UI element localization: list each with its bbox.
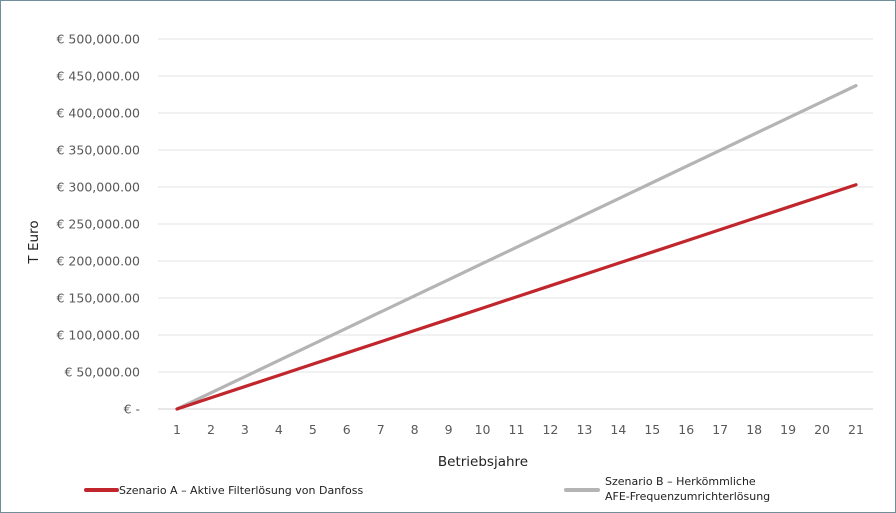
x-tick-label: 20 xyxy=(814,422,830,437)
x-axis-title: Betriebsjahre xyxy=(438,454,528,470)
x-tick-label: 13 xyxy=(576,422,592,437)
x-tick-label: 19 xyxy=(780,422,796,437)
y-tick-label: € 350,000.00 xyxy=(57,143,141,158)
legend-label-line: Szenario B – Herkömmliche xyxy=(605,475,756,488)
x-tick-label: 9 xyxy=(445,422,453,437)
x-axis-ticks: 1 2 3 4 5 6 7 8 9 10 11 12 13 14 15 16 17 18 19 20 21 xyxy=(173,422,864,437)
y-tick-label: € 200,000.00 xyxy=(57,254,141,269)
x-tick-label: 12 xyxy=(542,422,558,437)
x-tick-label: 16 xyxy=(678,422,694,437)
x-tick-label: 4 xyxy=(275,422,283,437)
x-tick-label: 10 xyxy=(475,422,491,437)
series-lines xyxy=(175,84,858,411)
y-tick-label: € 150,000.00 xyxy=(57,291,141,306)
x-tick-label: 14 xyxy=(610,422,626,437)
legend-label-line: AFE-Frequenzumrichterlösung xyxy=(605,490,770,503)
x-tick-label: 7 xyxy=(377,422,385,437)
gridlines xyxy=(158,38,873,410)
y-tick-label: € 50,000.00 xyxy=(64,365,140,380)
x-tick-label: 8 xyxy=(411,422,419,437)
y-tick-label: € - xyxy=(124,402,140,417)
y-axis-title: T Euro xyxy=(26,220,42,264)
x-tick-label: 3 xyxy=(241,422,249,437)
x-tick-label: 17 xyxy=(712,422,728,437)
series-line-a xyxy=(175,183,858,411)
x-tick-label: 18 xyxy=(746,422,762,437)
legend: Szenario A – Aktive Filterlösung von Dan… xyxy=(84,475,770,503)
legend-label-line: Szenario A – Aktive Filterlösung von Dan… xyxy=(119,484,364,497)
y-tick-label: € 400,000.00 xyxy=(57,106,141,121)
y-tick-label: € 450,000.00 xyxy=(57,69,141,84)
y-tick-label: € 100,000.00 xyxy=(57,328,141,343)
y-tick-label: € 250,000.00 xyxy=(57,217,141,232)
y-tick-label: € 300,000.00 xyxy=(57,180,141,195)
x-tick-label: 5 xyxy=(309,422,317,437)
x-tick-label: 2 xyxy=(207,422,215,437)
y-axis-ticks: € - € 50,000.00 € 100,000.00 € 150,000.00 € … xyxy=(57,32,141,417)
y-tick-label: € 500,000.00 xyxy=(57,32,141,47)
x-tick-label: 1 xyxy=(173,422,181,437)
legend-label-a: Szenario A – Aktive Filterlösung von Dan… xyxy=(119,484,364,497)
x-tick-label: 15 xyxy=(644,422,660,437)
legend-label-b: Szenario B – Herkömmliche AFE-Frequenzumr… xyxy=(605,475,770,503)
x-tick-label: 11 xyxy=(509,422,525,437)
series-line-b xyxy=(175,84,858,411)
x-tick-label: 6 xyxy=(343,422,351,437)
x-tick-label: 21 xyxy=(848,422,864,437)
